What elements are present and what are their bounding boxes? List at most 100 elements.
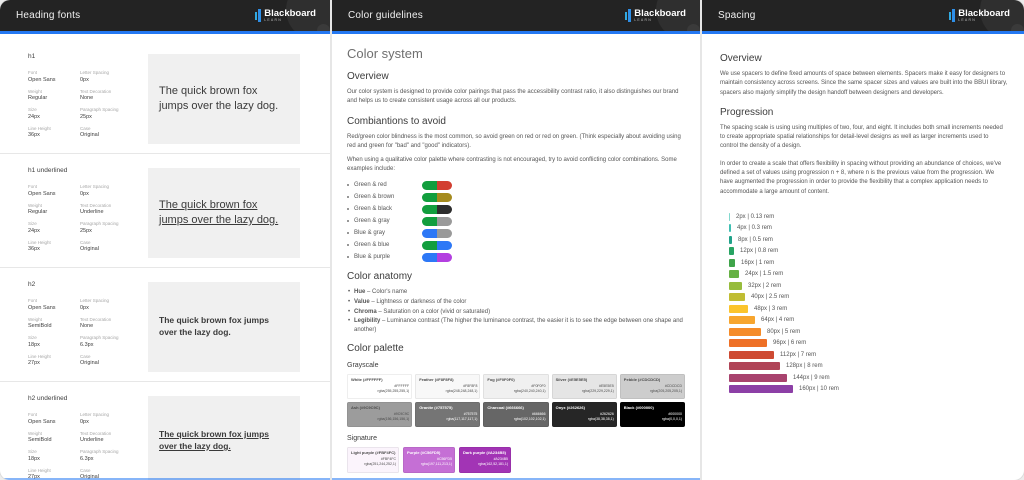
- spacer-row: 2px | 0.13 rem: [729, 212, 1008, 221]
- font-spec-value: 0px: [80, 304, 89, 311]
- font-spec: Size 18px: [28, 335, 76, 348]
- font-spec-value: Underline: [80, 437, 104, 443]
- spacer-label: 8px | 0.5 rem: [738, 236, 773, 243]
- font-spec: Paragraph Spacing 6.3px: [80, 449, 148, 462]
- font-spec-column: h1 Font Open Sans Letter Spacing 0px Weight Re…: [28, 53, 148, 144]
- font-spec-label: Paragraph Spacing: [80, 221, 119, 226]
- color-guidelines-content: Color system Overview Our color system i…: [332, 34, 700, 480]
- swatch-hex: #757575: [463, 412, 478, 417]
- spacer-row: 32px | 2 rem: [729, 281, 1008, 290]
- font-spec-section: h2 underlined Font Open Sans Letter Spacing…: [0, 382, 330, 480]
- font-spec: Line Height 27px: [28, 354, 76, 367]
- swatch-values: #FBF4FC rgba(251,244,252,1): [364, 457, 396, 468]
- color-combination-row: Green & brown: [347, 192, 685, 202]
- font-spec-value: Open Sans: [28, 304, 56, 311]
- swatch-hex: #000000: [668, 412, 682, 417]
- swatch-name: Dark purple (#A234B5): [463, 450, 506, 456]
- swatch-rgba: rgba(197,111,213,1): [420, 462, 452, 467]
- bullet-icon: [347, 196, 349, 199]
- font-spec-section: h1 underlined Font Open Sans Letter Spacing…: [0, 154, 330, 268]
- type-preview-box: The quick brown fox jumps over the lazy …: [148, 168, 300, 258]
- swatch-rgba: rgba(0,0,0,1): [661, 417, 682, 422]
- font-spec: Font Open Sans: [28, 184, 76, 197]
- grayscale-swatch: Feather (#F8F8F8) #F8F8F8 rgba(248,248,248…: [415, 374, 481, 400]
- font-spec-section: h2 Font Open Sans Letter Spacing 0px Weight Se…: [0, 268, 330, 382]
- swatch-hex: #666666: [531, 412, 546, 417]
- spacer-row: 80px | 5 rem: [729, 327, 1008, 336]
- combination-swatch-pill: [422, 204, 452, 214]
- swatch-name: Black (#000000): [623, 405, 654, 411]
- combination-label: Green & blue: [354, 242, 390, 249]
- signature-swatch-row: Light purple (#FBF4FC) #FBF4FC rgba(251,24…: [347, 447, 685, 474]
- spacer-row: 4px | 0.3 rem: [729, 224, 1008, 233]
- font-spec-label: Letter Spacing: [80, 70, 110, 75]
- blackboard-watermark-circle: [980, 0, 1024, 31]
- font-spec: Line Height 27px: [28, 468, 76, 480]
- swatch-name: Fog (#F0F0F0): [487, 377, 515, 383]
- overview-heading: Overview: [347, 71, 389, 82]
- color-combination-row: Green & blue: [347, 240, 685, 250]
- blackboard-logo: Blackboard LEARN: [255, 7, 316, 23]
- font-spec: Case Original: [80, 468, 148, 480]
- combination-label: Green & red: [354, 182, 387, 189]
- anatomy-term-row: Legibility – Luminance contrast (The hig…: [347, 317, 685, 334]
- font-spec-value: 36px: [28, 246, 40, 252]
- swatch-hex: #CDCDCD: [664, 384, 682, 389]
- spacer-label: 144px | 9 rem: [793, 374, 830, 381]
- swatch-name: Silver (#E5E5E5): [555, 377, 588, 383]
- anatomy-term-row: Hue – Color's name: [347, 288, 685, 297]
- font-spec-label: Text Decoration: [80, 316, 112, 322]
- spacer-bar: [729, 373, 787, 382]
- font-spec-label: Case: [80, 125, 91, 131]
- spacer-label: 16px | 1 rem: [741, 259, 775, 266]
- palette-heading: Color palette: [347, 343, 404, 355]
- type-preview-box: The quick brown fox jumps over the lazy …: [148, 396, 300, 480]
- spacing-header: Spacing Blackboard LEARN: [702, 0, 1024, 31]
- font-spec: Paragraph Spacing 25px: [80, 221, 148, 234]
- font-spec-column: h1 underlined Font Open Sans Letter Spacing…: [28, 167, 148, 258]
- spacer-label: 32px | 2 rem: [748, 282, 782, 289]
- spacer-label: 64px | 4 rem: [761, 317, 795, 324]
- font-spec-label: Weight: [28, 430, 42, 436]
- overview-paragraph: We use spacers to define fixed amounts o…: [720, 71, 1008, 96]
- swatch-right: [437, 180, 452, 190]
- font-spec-grid: Font Open Sans Letter Spacing 0px Weight Semi…: [28, 298, 148, 372]
- spacer-label: 112px | 7 rem: [780, 351, 817, 358]
- font-spec-label: Paragraph Spacing: [80, 449, 119, 454]
- bullet-icon: [347, 220, 349, 223]
- spacer-row: 24px | 1.5 rem: [729, 270, 1008, 279]
- swatch-name: Granite (#757575): [419, 405, 453, 411]
- spacer-bar: [729, 247, 734, 256]
- font-spec-label: Size: [28, 449, 37, 454]
- grayscale-swatch: White (#FFFFFF) #FFFFFF rgba(255,255,255,1…: [347, 374, 413, 400]
- font-spec: Case Original: [80, 354, 148, 367]
- font-spec: Font Open Sans: [28, 298, 76, 311]
- combination-label: Blue & purple: [354, 254, 391, 261]
- anatomy-term: Legibility: [354, 318, 381, 325]
- font-spec: Font Open Sans: [28, 412, 76, 425]
- swatch-rgba: rgba(229,229,229,1): [582, 389, 614, 394]
- font-style-name: h1 underlined: [28, 167, 68, 174]
- swatch-values: #FFFFFF rgba(255,255,255,1): [377, 384, 409, 395]
- spacer-row: 16px | 1 rem: [729, 258, 1008, 267]
- font-spec-column: h2 underlined Font Open Sans Letter Spacing…: [28, 395, 148, 480]
- combination-label: Blue & gray: [354, 230, 386, 237]
- swatch-rgba: rgba(240,240,240,1): [513, 389, 546, 394]
- swatch-values: #F8F8F8 rgba(248,248,248,1): [446, 384, 478, 395]
- spacer-bar: [729, 293, 745, 302]
- font-spec-value: 24px: [28, 113, 40, 120]
- signature-swatch: Dark purple (#A234B5) #A234B5 rgba(162,52,…: [459, 447, 511, 474]
- color-guidelines-title: Color guidelines: [348, 10, 423, 21]
- font-spec-value: Original: [80, 474, 99, 480]
- spacer-row: 12px | 0.8 rem: [729, 247, 1008, 256]
- swatch-values: #262626 rgba(38,38,38,1): [588, 412, 614, 423]
- blackboard-logo-name: Blackboard: [264, 7, 316, 19]
- overview-heading: Overview: [720, 53, 762, 64]
- font-spec-label: Line Height: [28, 467, 51, 473]
- accent-bar: [0, 31, 330, 34]
- spacer-label: 2px | 0.13 rem: [736, 213, 775, 220]
- swatch-hex: #FFFFFF: [394, 384, 410, 389]
- color-guidelines-header: Color guidelines Blackboard LEARN: [332, 0, 700, 31]
- combination-swatch-pill: [422, 252, 452, 262]
